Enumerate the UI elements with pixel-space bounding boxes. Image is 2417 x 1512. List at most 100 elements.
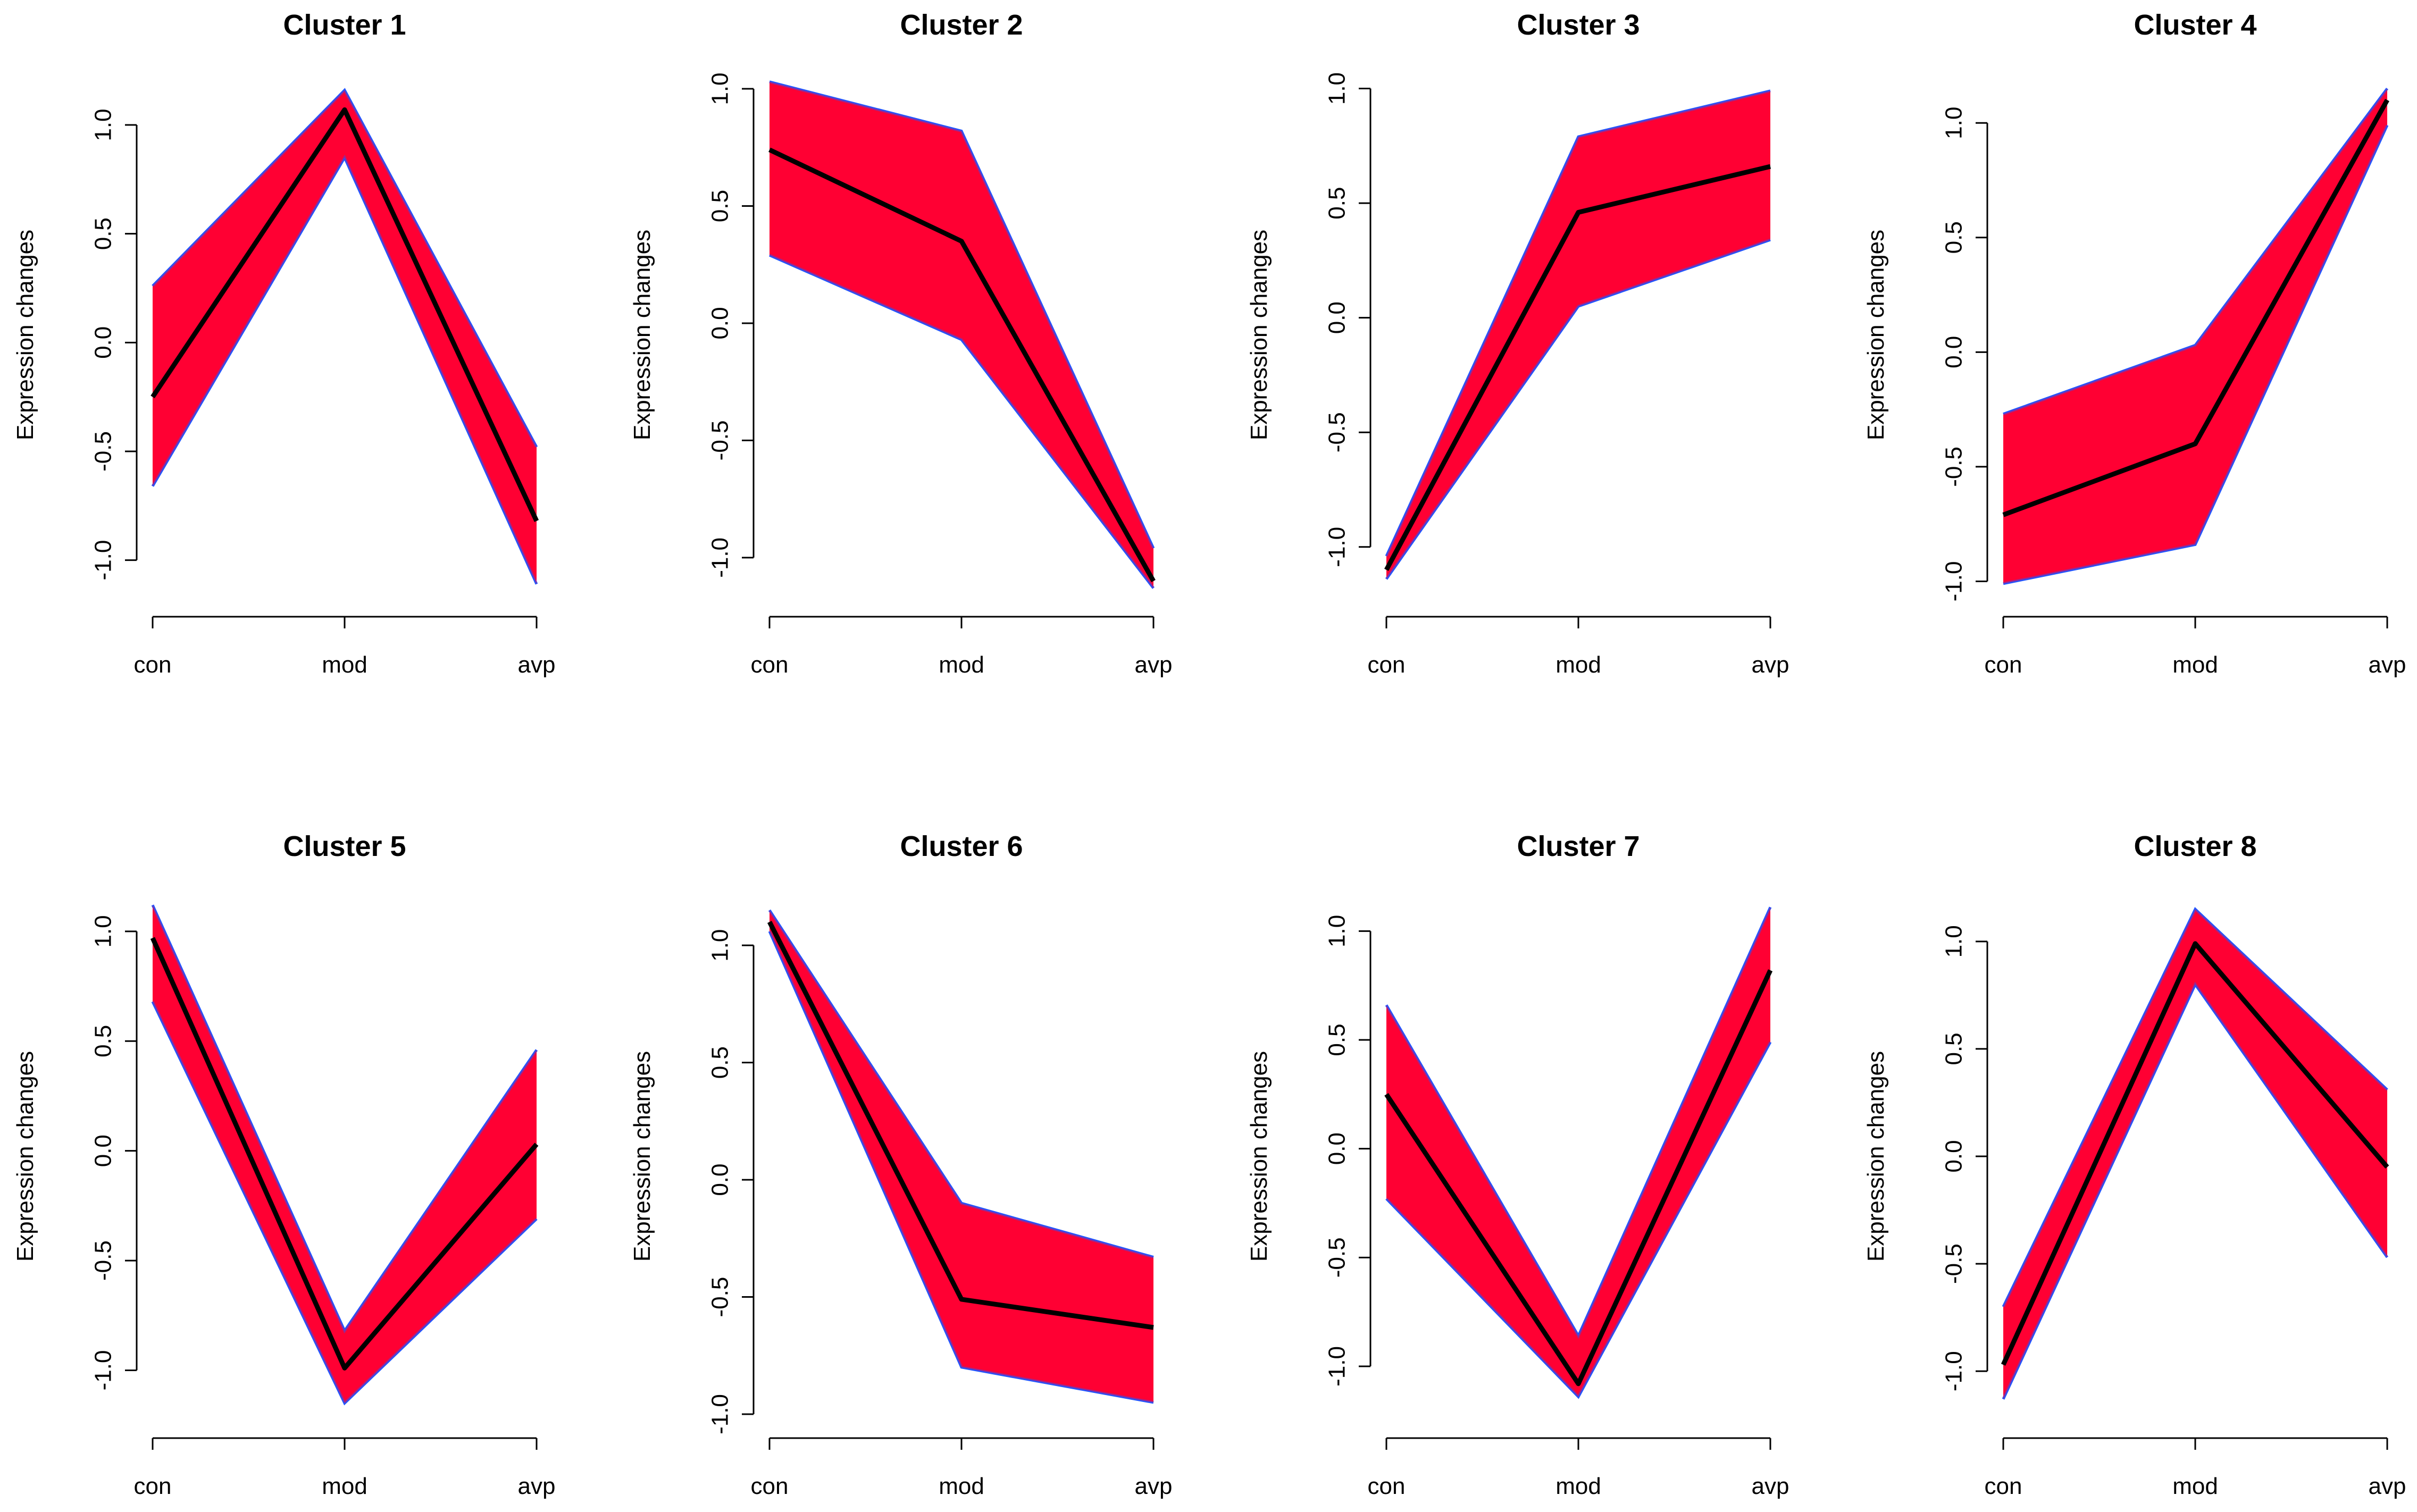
cluster-7-mean-line xyxy=(1384,969,1773,1387)
cluster-4-x-tick-label-mod: mod xyxy=(2172,652,2218,678)
cluster-8-y-tick-label: 0.5 xyxy=(1941,1032,1967,1065)
cluster-5-panel: Cluster 5 Expression changes -1.0 -0.5 0.0 0.… xyxy=(12,830,555,1499)
cluster-6-y-tick-label: 0.5 xyxy=(707,1046,733,1079)
cluster-1-panel: Cluster 1 Expression changes -1.0 -0.5 0.0 0.… xyxy=(12,9,555,678)
cluster-3-y-tick-label: -1.0 xyxy=(1324,527,1350,567)
cluster-4-mean-line xyxy=(2002,98,2389,517)
cluster-7-panel: Cluster 7 Expression changes -1.0 -0.5 0.0 0.… xyxy=(1246,830,1789,1499)
cluster-8-y-tick-label: -1.0 xyxy=(1941,1351,1967,1391)
cluster-2-y-tick-label: 1.0 xyxy=(707,72,733,105)
cluster-8-band-overlay xyxy=(2003,909,2387,1399)
cluster-6-y-tick-label: 1.0 xyxy=(707,929,733,962)
cluster-3-y-tick-label: 0.5 xyxy=(1324,187,1350,220)
cluster-3-title: Cluster 3 xyxy=(1517,9,1640,41)
cluster-3-y-tick-label: 1.0 xyxy=(1324,72,1350,105)
cluster-2-x-tick-label-mod: mod xyxy=(939,652,984,678)
cluster-2-mean-line xyxy=(768,147,1156,583)
cluster-1-x-tick-label-avp: avp xyxy=(518,652,556,678)
cluster-3-band-overlay xyxy=(1386,90,1770,579)
cluster-2-x-tick-label-con: con xyxy=(751,652,789,678)
cluster-4-title: Cluster 4 xyxy=(2134,9,2256,41)
cluster-6-y-tick-label: -0.5 xyxy=(707,1277,733,1317)
cluster-3-x-tick-label-avp: avp xyxy=(1752,652,1789,678)
cluster-4-y-tick-label: 0.5 xyxy=(1941,221,1967,254)
cluster-7-x-tick-label-con: con xyxy=(1368,1473,1406,1499)
cluster-7-y-tick-label: 0.0 xyxy=(1324,1132,1350,1165)
cluster-7-x-tick-label-avp: avp xyxy=(1752,1473,1789,1499)
cluster-5-y-tick-label: 0.5 xyxy=(90,1025,116,1057)
cluster-2-x-tick-label-avp: avp xyxy=(1135,652,1173,678)
cluster-1-x-tick-label-con: con xyxy=(134,652,172,678)
cluster-7-x-tick-label-mod: mod xyxy=(1555,1473,1601,1499)
cluster-1-y-tick-label: 0.0 xyxy=(90,326,116,359)
cluster-3-x-tick-label-con: con xyxy=(1368,652,1406,678)
cluster-7-band-overlay xyxy=(1386,907,1770,1397)
cluster-4-band-overlay xyxy=(2003,88,2387,584)
cluster-1-title: Cluster 1 xyxy=(283,9,406,41)
cluster-8-panel: Cluster 8 Expression changes -1.0 -0.5 0.0 0.… xyxy=(1863,830,2406,1499)
cluster-8-y-tick-label: 1.0 xyxy=(1941,925,1967,957)
cluster-4-y-axis-label: Expression changes xyxy=(1863,230,1889,440)
cluster-2-y-tick-label: -1.0 xyxy=(707,537,733,578)
cluster-8-title: Cluster 8 xyxy=(2134,830,2256,862)
cluster-8-y-axis-label: Expression changes xyxy=(1863,1051,1889,1262)
cluster-3-mean-line xyxy=(1384,164,1771,572)
cluster-7-y-tick-label: -0.5 xyxy=(1324,1237,1350,1278)
cluster-2-y-axis-label: Expression changes xyxy=(629,230,655,440)
cluster-1-band-upper-edge xyxy=(152,88,538,448)
cluster-7-y-tick-label: 0.5 xyxy=(1324,1023,1350,1056)
cluster-1-y-tick-label: 1.0 xyxy=(90,108,116,141)
cluster-7-y-axis-label: Expression changes xyxy=(1246,1051,1272,1262)
cluster-2-y-tick-label: -0.5 xyxy=(707,420,733,460)
cluster-4-y-tick-label: 1.0 xyxy=(1941,107,1967,139)
cluster-3-y-tick-label: -0.5 xyxy=(1324,412,1350,452)
cluster-1-y-axis-label: Expression changes xyxy=(12,230,38,440)
cluster-3-x-tick-label-mod: mod xyxy=(1555,652,1601,678)
cluster-6-x-tick-label-con: con xyxy=(751,1473,789,1499)
cluster-1-y-tick-label: -0.5 xyxy=(90,431,116,472)
cluster-6-title: Cluster 6 xyxy=(900,830,1023,862)
cluster-1-y-tick-label: -1.0 xyxy=(90,540,116,581)
cluster-8-y-tick-label: -0.5 xyxy=(1941,1244,1967,1284)
cluster-6-y-tick-label: -1.0 xyxy=(707,1394,733,1434)
cluster-1-band-overlay xyxy=(153,90,537,584)
cluster-5-y-tick-label: 0.0 xyxy=(90,1135,116,1167)
cluster-4-y-tick-label: -0.5 xyxy=(1941,447,1967,487)
cluster-4-y-tick-label: 0.0 xyxy=(1941,336,1967,368)
cluster-5-title: Cluster 5 xyxy=(283,830,406,862)
cluster-7-y-tick-label: 1.0 xyxy=(1324,915,1350,947)
cluster-4-x-tick-label-con: con xyxy=(1985,652,2022,678)
cluster-2-y-tick-label: 0.5 xyxy=(707,190,733,222)
cluster-5-band-overlay xyxy=(153,905,537,1404)
cluster-4-panel: Cluster 4 Expression changes -1.0 -0.5 0.0 0.… xyxy=(1863,9,2406,678)
cluster-6-y-tick-label: 0.0 xyxy=(707,1164,733,1196)
cluster-2-panel: Cluster 2 Expression changes -1.0 -0.5 0.0 0.… xyxy=(629,9,1172,678)
cluster-5-y-tick-label: -1.0 xyxy=(90,1350,116,1391)
cluster-7-y-tick-label: -1.0 xyxy=(1324,1346,1350,1387)
cluster-3-panel: Cluster 3 Expression changes -1.0 -0.5 0.0 0.… xyxy=(1246,9,1789,678)
cluster-6-x-tick-label-avp: avp xyxy=(1135,1473,1173,1499)
cluster-8-x-tick-label-mod: mod xyxy=(2172,1473,2218,1499)
cluster-8-y-tick-label: 0.0 xyxy=(1941,1140,1967,1172)
cluster-2-title: Cluster 2 xyxy=(900,9,1023,41)
cluster-5-x-tick-label-avp: avp xyxy=(518,1473,556,1499)
cluster-4-y-tick-label: -1.0 xyxy=(1941,561,1967,602)
cluster-8-mean-line xyxy=(2001,941,2389,1366)
cluster-8-x-tick-label-con: con xyxy=(1985,1473,2022,1499)
cluster-5-x-tick-label-con: con xyxy=(134,1473,172,1499)
cluster-1-mean-line xyxy=(150,107,539,522)
cluster-1-x-tick-label-mod: mod xyxy=(322,652,367,678)
cluster-5-y-tick-label: -0.5 xyxy=(90,1240,116,1281)
cluster-6-band-overlay xyxy=(770,910,1153,1402)
cluster-4-x-tick-label-avp: avp xyxy=(2369,652,2406,678)
cluster-5-y-tick-label: 1.0 xyxy=(90,915,116,947)
cluster-5-x-tick-label-mod: mod xyxy=(322,1473,367,1499)
cluster-2-band-overlay xyxy=(770,81,1153,589)
cluster-1-y-tick-label: 0.5 xyxy=(90,217,116,250)
cluster-5-y-axis-label: Expression changes xyxy=(12,1051,38,1262)
cluster-6-y-axis-label: Expression changes xyxy=(629,1051,655,1262)
cluster-5-mean-line xyxy=(150,937,539,1371)
cluster-3-y-axis-label: Expression changes xyxy=(1246,230,1272,440)
cluster-2-y-tick-label: 0.0 xyxy=(707,307,733,339)
